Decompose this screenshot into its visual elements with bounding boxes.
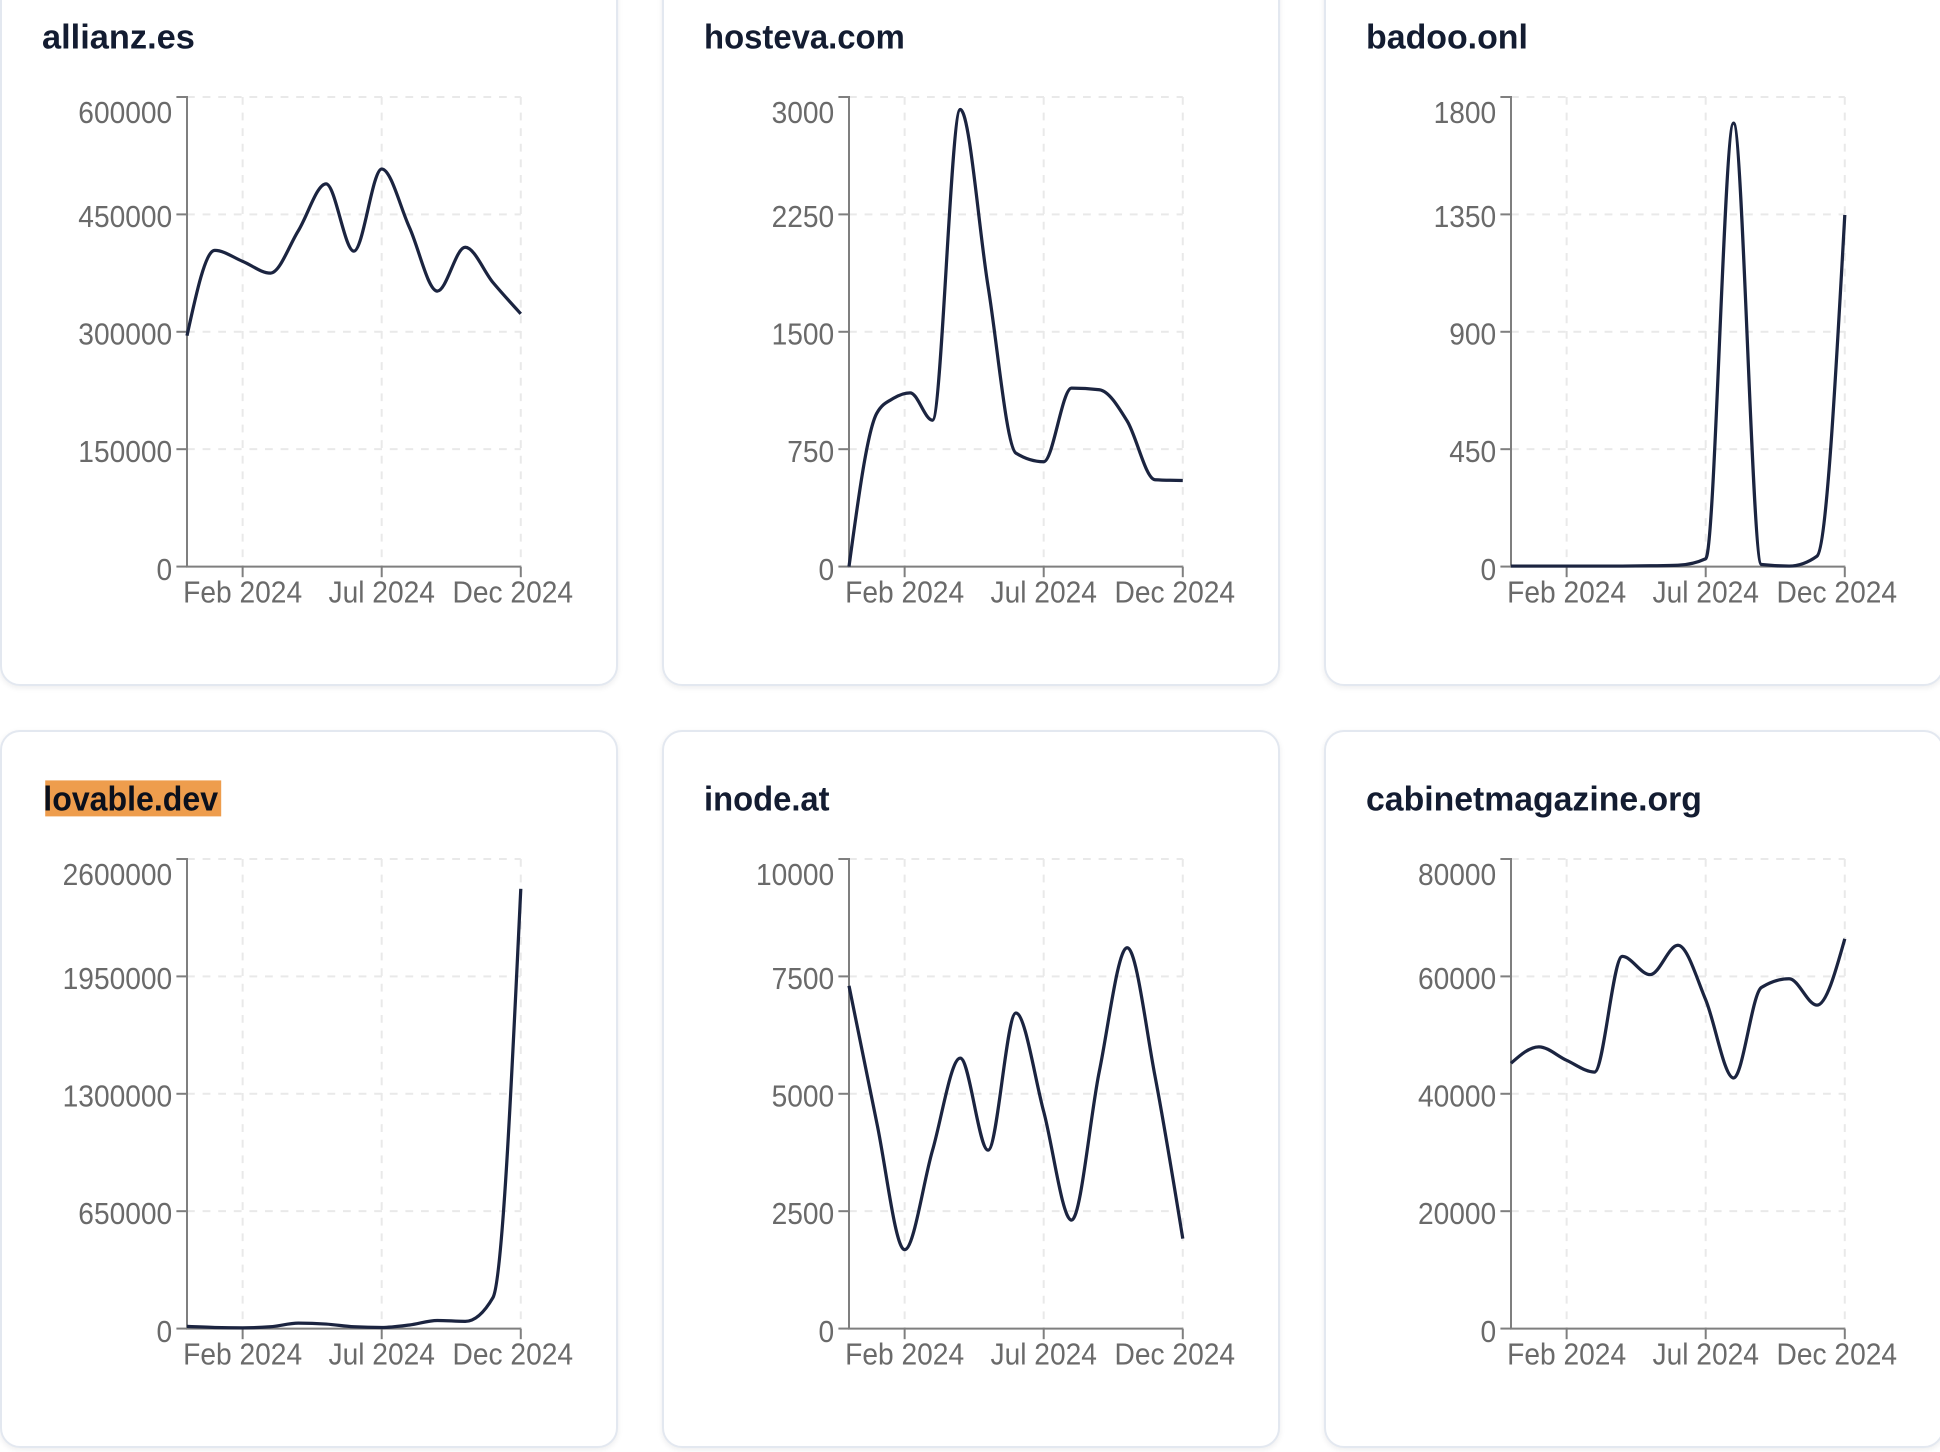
svg-text:Jul 2024: Jul 2024 xyxy=(328,575,434,609)
svg-text:Feb 2024: Feb 2024 xyxy=(1508,1338,1627,1372)
svg-text:Dec 2024: Dec 2024 xyxy=(452,1338,572,1372)
svg-text:0: 0 xyxy=(819,553,835,587)
svg-text:1300000: 1300000 xyxy=(62,1080,172,1114)
svg-text:Jul 2024: Jul 2024 xyxy=(991,575,1097,609)
svg-text:Dec 2024: Dec 2024 xyxy=(1777,1338,1897,1372)
svg-text:1500: 1500 xyxy=(772,317,835,351)
svg-text:2600000: 2600000 xyxy=(62,858,172,892)
svg-text:7500: 7500 xyxy=(772,962,835,996)
svg-text:900: 900 xyxy=(1450,317,1497,351)
svg-text:5000: 5000 xyxy=(772,1080,835,1114)
svg-text:600000: 600000 xyxy=(78,95,172,129)
svg-text:80000: 80000 xyxy=(1419,858,1497,892)
svg-text:450000: 450000 xyxy=(78,200,172,234)
svg-text:allianz.es: allianz.es xyxy=(42,18,195,56)
svg-text:Jul 2024: Jul 2024 xyxy=(1653,575,1759,609)
svg-text:Dec 2024: Dec 2024 xyxy=(1115,1338,1235,1372)
svg-text:0: 0 xyxy=(1481,553,1497,587)
svg-text:Jul 2024: Jul 2024 xyxy=(1653,1338,1759,1372)
svg-text:0: 0 xyxy=(156,553,172,587)
svg-text:1350: 1350 xyxy=(1434,200,1497,234)
svg-text:hosteva.com: hosteva.com xyxy=(704,18,905,56)
svg-text:Jul 2024: Jul 2024 xyxy=(328,1338,434,1372)
svg-text:Feb 2024: Feb 2024 xyxy=(183,1338,302,1372)
svg-text:450: 450 xyxy=(1450,434,1497,468)
svg-text:Feb 2024: Feb 2024 xyxy=(183,575,302,609)
svg-text:650000: 650000 xyxy=(78,1197,172,1231)
svg-text:60000: 60000 xyxy=(1419,962,1497,996)
svg-text:Dec 2024: Dec 2024 xyxy=(1115,575,1235,609)
svg-text:3000: 3000 xyxy=(772,95,835,129)
svg-text:0: 0 xyxy=(156,1315,172,1349)
svg-text:0: 0 xyxy=(1481,1315,1497,1349)
svg-text:20000: 20000 xyxy=(1419,1197,1497,1231)
svg-text:0: 0 xyxy=(819,1315,835,1349)
svg-text:lovable.dev: lovable.dev xyxy=(43,780,218,818)
svg-text:10000: 10000 xyxy=(756,858,834,892)
svg-text:150000: 150000 xyxy=(78,434,172,468)
svg-text:1800: 1800 xyxy=(1434,95,1497,129)
svg-text:Feb 2024: Feb 2024 xyxy=(1508,575,1627,609)
svg-text:cabinetmagazine.org: cabinetmagazine.org xyxy=(1367,780,1703,818)
svg-text:2500: 2500 xyxy=(772,1197,835,1231)
svg-text:inode.at: inode.at xyxy=(704,781,830,819)
svg-text:750: 750 xyxy=(787,434,834,468)
svg-text:2250: 2250 xyxy=(772,200,835,234)
svg-text:Feb 2024: Feb 2024 xyxy=(845,575,964,609)
svg-text:Dec 2024: Dec 2024 xyxy=(1777,575,1897,609)
svg-text:badoo.onl: badoo.onl xyxy=(1367,18,1529,56)
svg-text:300000: 300000 xyxy=(78,317,172,351)
svg-text:1950000: 1950000 xyxy=(62,962,172,996)
svg-text:Feb 2024: Feb 2024 xyxy=(845,1338,964,1372)
svg-text:Jul 2024: Jul 2024 xyxy=(991,1338,1097,1372)
svg-text:Dec 2024: Dec 2024 xyxy=(452,575,572,609)
svg-text:40000: 40000 xyxy=(1419,1080,1497,1114)
